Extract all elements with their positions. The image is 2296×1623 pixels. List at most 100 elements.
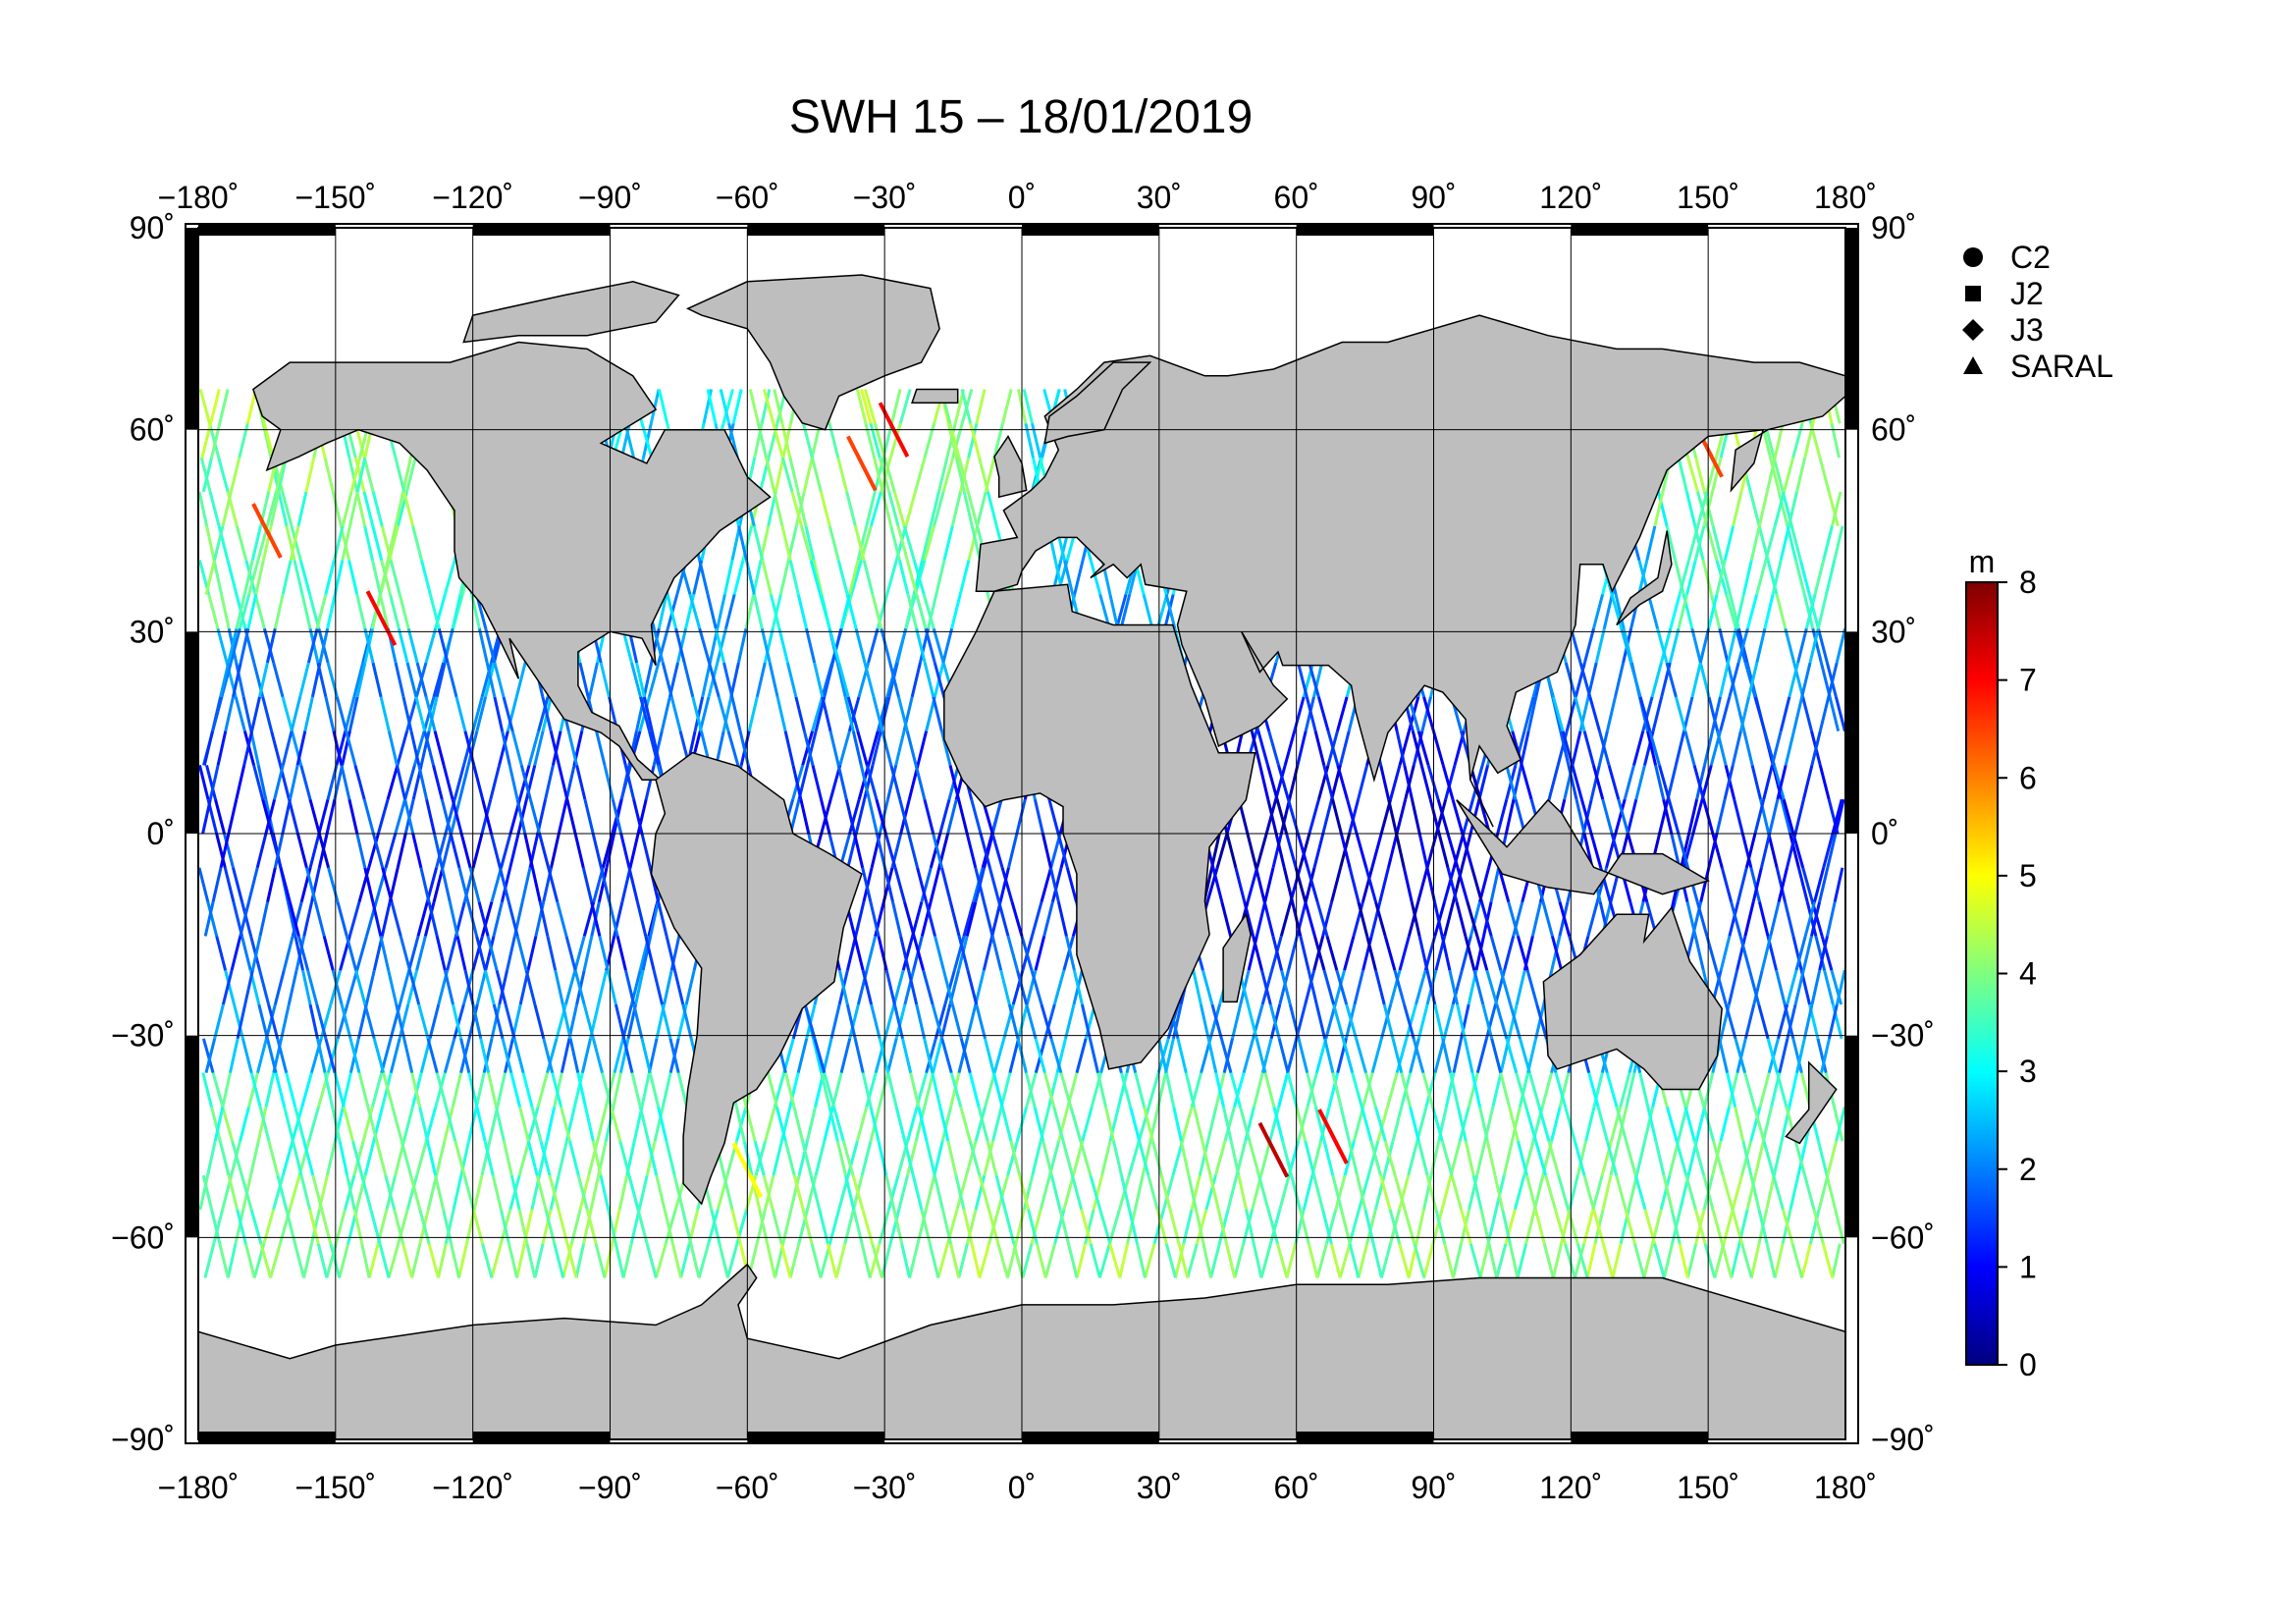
track-segment — [1711, 1140, 1723, 1176]
track-segment — [1786, 1003, 1797, 1040]
track-segment — [502, 1140, 513, 1176]
track-segment — [1791, 936, 1803, 971]
track-segment — [1801, 936, 1813, 971]
track-segment — [415, 936, 427, 971]
track-segment — [863, 765, 875, 800]
track-segment — [423, 901, 436, 937]
track-segment — [1357, 901, 1369, 937]
legend-label: J2 — [2010, 276, 2044, 311]
track-segment — [1507, 901, 1520, 937]
track-segment — [301, 969, 312, 1005]
track-segment — [402, 1107, 414, 1142]
track-segment — [427, 1243, 440, 1278]
track-segment — [443, 560, 456, 595]
track-segment — [698, 560, 710, 595]
track-segment — [1371, 1243, 1383, 1278]
track-segment — [869, 901, 881, 937]
track-segment — [1605, 1140, 1619, 1176]
track-segment — [371, 560, 382, 595]
track-segment — [1315, 901, 1329, 937]
track-segment — [1789, 833, 1800, 869]
track-segment — [1047, 798, 1060, 835]
track-segment — [1304, 1140, 1316, 1176]
track-segment — [216, 627, 229, 664]
track-segment — [325, 798, 337, 835]
track-segment — [1444, 765, 1457, 800]
track-segment — [915, 1003, 927, 1040]
track-segment — [1834, 798, 1845, 835]
track-segment — [1287, 936, 1299, 971]
track-segment — [1398, 1243, 1411, 1278]
track-segment — [1262, 901, 1275, 937]
track-segment — [1833, 867, 1844, 902]
colorbar-unit: m — [1969, 544, 1996, 579]
track-segment — [1808, 627, 1820, 664]
track-segment — [336, 1003, 349, 1040]
track-segment — [265, 491, 278, 527]
track-segment — [960, 389, 973, 424]
track-segment — [1450, 1174, 1464, 1211]
track-segment — [1793, 798, 1805, 835]
track-segment — [1726, 662, 1737, 698]
track-segment — [1468, 901, 1481, 937]
track-segment — [742, 1140, 754, 1176]
track-segment — [652, 969, 664, 1005]
track-segment — [1058, 1209, 1070, 1245]
track-segment — [1582, 1174, 1596, 1211]
track-segment — [708, 662, 721, 698]
track-segment — [396, 833, 407, 869]
track-segment — [1255, 901, 1267, 937]
track-segment — [873, 422, 886, 459]
track-segment — [493, 662, 506, 698]
track-segment — [357, 1072, 370, 1108]
track-segment — [661, 1003, 672, 1040]
track-segment — [367, 1243, 380, 1278]
track-segment — [1378, 867, 1390, 902]
track-segment — [1324, 1003, 1337, 1040]
track-segment — [582, 936, 594, 971]
track-segment — [841, 1140, 855, 1176]
track-segment — [475, 969, 488, 1005]
track-segment — [386, 764, 400, 800]
track-segment — [1383, 935, 1397, 971]
track-segment — [1382, 1140, 1395, 1176]
track-segment — [1436, 798, 1450, 835]
track-segment — [276, 1038, 289, 1073]
track-segment — [1491, 1072, 1503, 1108]
track-segment — [1683, 1107, 1696, 1142]
track-segment — [1274, 765, 1287, 800]
track-segment — [848, 560, 860, 595]
track-segment — [932, 696, 943, 731]
track-segment — [669, 696, 682, 731]
track-segment — [863, 662, 876, 698]
track-segment — [1313, 1107, 1326, 1142]
track-segment — [573, 936, 586, 971]
track-segment — [1803, 422, 1815, 459]
track-segment — [1042, 901, 1054, 937]
track-segment — [832, 1106, 845, 1142]
track-segment — [1658, 764, 1671, 800]
track-segment — [1201, 1140, 1212, 1176]
track-segment — [736, 627, 748, 664]
track-segment — [1833, 525, 1844, 561]
track-segment — [331, 1107, 342, 1142]
track-segment — [875, 833, 886, 869]
track-segment — [352, 1209, 364, 1245]
track-segment — [978, 1174, 990, 1211]
track-segment — [1835, 969, 1845, 1005]
track-segment — [236, 1209, 247, 1245]
track-segment — [801, 1140, 813, 1176]
colorbar-tick-label: 3 — [2019, 1054, 2037, 1089]
track-segment — [1075, 1243, 1088, 1278]
track-segment — [1738, 936, 1751, 971]
track-segment — [1768, 798, 1780, 835]
track-segment — [1229, 1072, 1242, 1108]
track-segment — [828, 1209, 841, 1245]
track-segment — [820, 1072, 831, 1108]
track-segment — [828, 1107, 839, 1142]
track-segment — [351, 1140, 364, 1176]
track-segment — [1042, 1072, 1056, 1108]
track-segment — [1731, 730, 1742, 766]
track-segment — [1741, 560, 1753, 595]
track-segment — [551, 730, 562, 766]
